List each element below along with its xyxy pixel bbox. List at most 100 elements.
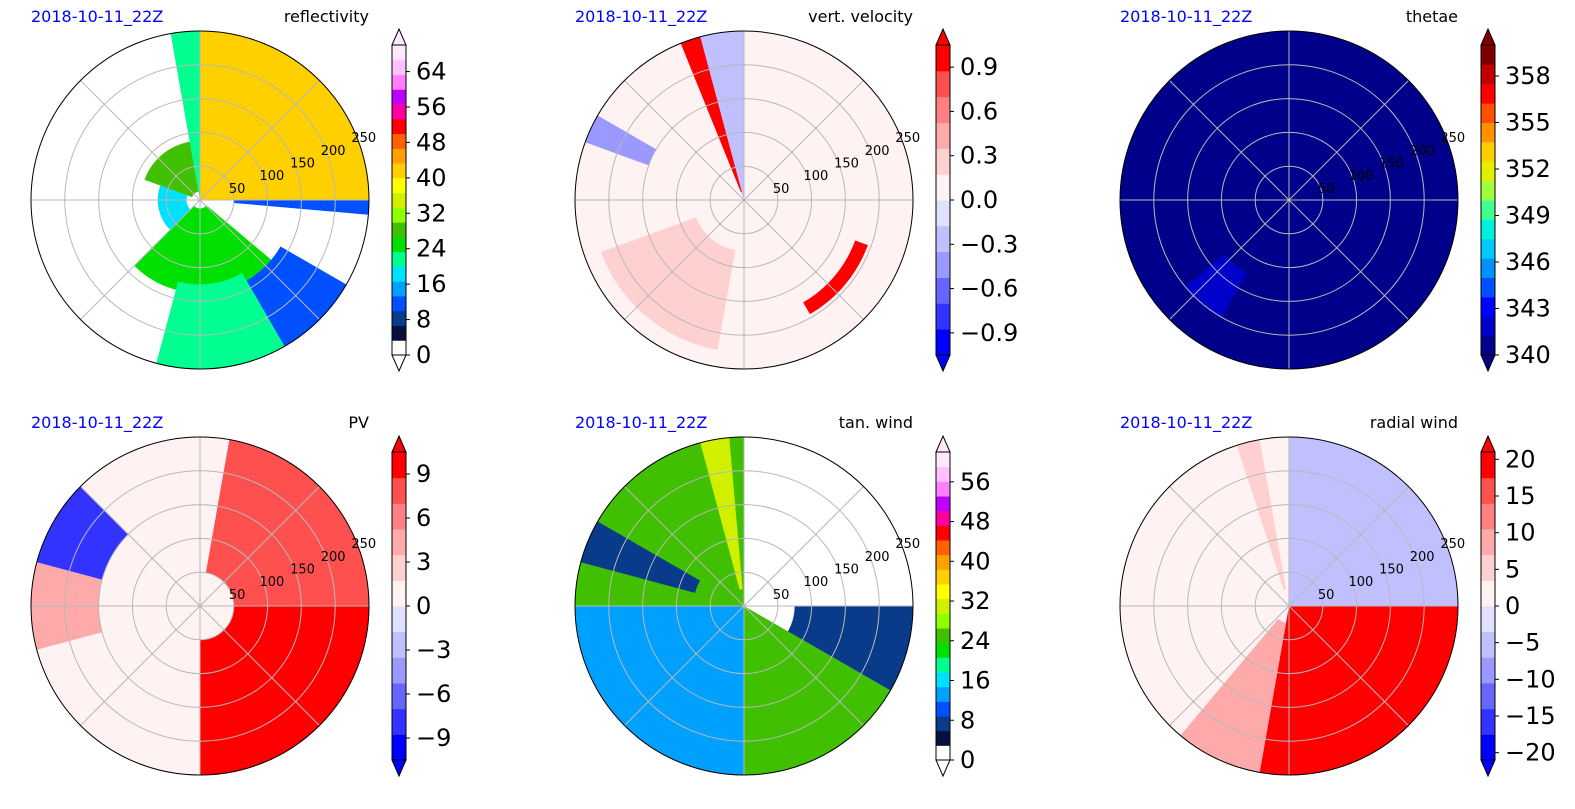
colorbar-tick-label: 349 <box>1505 202 1551 230</box>
colorbar-bin <box>392 340 406 356</box>
colorbar-tick-label: 0 <box>416 341 431 369</box>
colorbar-tick-label: 0.9 <box>960 53 998 81</box>
colorbar-bin <box>936 452 950 468</box>
radial-tick-label: 100 <box>804 169 829 184</box>
colorbar-bin <box>1481 200 1495 220</box>
colorbar-bin <box>1481 83 1495 104</box>
spoke-315 <box>199 605 320 726</box>
panel-date: 2018-10-11_22Z <box>575 413 707 433</box>
colorbar-extend-min <box>1480 354 1496 373</box>
spoke-45 <box>1288 80 1409 201</box>
colorbar-bin <box>936 496 950 512</box>
field-region-2 <box>1185 254 1247 318</box>
colorbar: 9 6 3 0 −3 −6 −9 <box>391 434 451 778</box>
colorbar-bin <box>392 477 406 504</box>
colorbar-bin <box>936 70 950 98</box>
colorbar-bin <box>1481 296 1495 317</box>
colorbar-tick-label: 16 <box>416 270 447 298</box>
colorbar-bin <box>936 510 950 526</box>
colorbar-bin <box>1481 683 1495 710</box>
colorbar-tick-label: 40 <box>416 164 447 192</box>
colorbar-bin <box>936 613 950 629</box>
colorbar-extend-min <box>935 759 951 778</box>
panel-3: 50 100 150 200 250 2018-10-11_22Z thetae 340 343… <box>1119 7 1551 373</box>
radial-tick-label: 150 <box>834 157 859 172</box>
spoke-225 <box>80 605 201 726</box>
colorbar-bin <box>936 701 950 717</box>
panel-date: 2018-10-11_22Z <box>1120 7 1252 27</box>
colorbar-bin <box>936 225 950 253</box>
colorbar-bin <box>936 329 950 356</box>
spoke-45 <box>199 486 320 607</box>
panel-title: thetae <box>1406 7 1458 26</box>
colorbar-extend-max <box>391 434 407 453</box>
panel-title: reflectivity <box>284 7 369 26</box>
colorbar-bin <box>1481 734 1495 761</box>
radial-tick-label: 150 <box>290 563 315 578</box>
colorbar-bin <box>936 745 950 761</box>
colorbar-bin <box>936 277 950 304</box>
colorbar-bin <box>936 686 950 702</box>
colorbar-bin <box>392 163 406 179</box>
colorbar-bin <box>936 174 950 201</box>
colorbar-bin <box>1481 529 1495 556</box>
colorbar-tick-label: −15 <box>1505 702 1556 730</box>
field-region-2 <box>205 439 369 606</box>
radial-tick-label: 200 <box>321 550 346 565</box>
colorbar-bin <box>1481 477 1495 504</box>
colorbar-bin <box>936 96 950 123</box>
colorbar-tick-label: −9 <box>416 724 451 752</box>
colorbar-tick-label: 15 <box>1505 482 1536 510</box>
colorbar-tick-label: 40 <box>960 547 991 575</box>
spoke-45 <box>743 486 864 607</box>
field-region-3 <box>680 36 742 193</box>
colorbar-bin <box>1481 141 1495 162</box>
panel-4: 50 100 150 200 250 2018-10-11_22Z PV 9 6 3 0 −3 −6 −9 <box>30 413 451 778</box>
radial-tick-label: 100 <box>1349 575 1374 590</box>
colorbar-bin <box>936 148 950 175</box>
polar-grid <box>575 31 913 369</box>
colorbar-tick-label: 5 <box>1505 555 1520 583</box>
colorbar-bin <box>392 192 406 208</box>
colorbar-tick-label: 16 <box>960 667 991 695</box>
spoke-225 <box>1169 199 1290 320</box>
colorbar-bin <box>392 74 406 90</box>
radial-tick-label: 50 <box>1318 588 1335 603</box>
colorbar-tick-label: 346 <box>1505 248 1551 276</box>
panel-1: 50 100 150 200 250 2018-10-11_22Z reflectivity… <box>30 7 447 373</box>
field-region-6 <box>700 437 743 590</box>
spoke-315 <box>1288 605 1409 726</box>
colorbar-tick-label: 3 <box>416 548 431 576</box>
colorbar-bin <box>1481 122 1495 143</box>
radial-tick-label: 250 <box>351 131 376 146</box>
spoke-135 <box>624 486 745 607</box>
spoke-45 <box>199 80 320 201</box>
field-region-4 <box>36 486 129 580</box>
colorbar-bin <box>1481 161 1495 182</box>
colorbar-bin <box>1481 103 1495 123</box>
colorbar-tick-label: 6 <box>416 504 431 532</box>
colorbar-bin <box>392 45 406 61</box>
colorbar-tick-label: −10 <box>1505 665 1556 693</box>
panel-title: vert. velocity <box>808 7 913 26</box>
field-region-3 <box>1344 205 1458 258</box>
colorbar-frame <box>391 44 407 356</box>
radial-tick-label: 150 <box>1379 563 1404 578</box>
colorbar-tick-label: 8 <box>416 306 431 334</box>
colorbar-bin <box>392 310 406 326</box>
panel-5: 50 100 150 200 250 2018-10-11_22Z tan. wind 0 8 1… <box>574 413 991 778</box>
radial-tick-label: 50 <box>1318 182 1335 197</box>
colorbar-bin <box>936 569 950 585</box>
colorbar-bin <box>936 554 950 570</box>
polar-frame <box>574 436 914 776</box>
colorbar-tick-label: 10 <box>1505 519 1536 547</box>
colorbar-tick-label: 0 <box>416 592 431 620</box>
spoke-315 <box>199 199 320 320</box>
colorbar: 20 15 10 5 0 −5 −10 −15 −20 <box>1480 434 1556 778</box>
field-region-5 <box>803 240 868 315</box>
colorbar-extend-max <box>1480 434 1496 453</box>
colorbar-bin <box>936 598 950 614</box>
colorbar-bin <box>1481 45 1495 65</box>
colorbar-tick-label: 32 <box>416 199 447 227</box>
colorbar-bin <box>936 466 950 482</box>
